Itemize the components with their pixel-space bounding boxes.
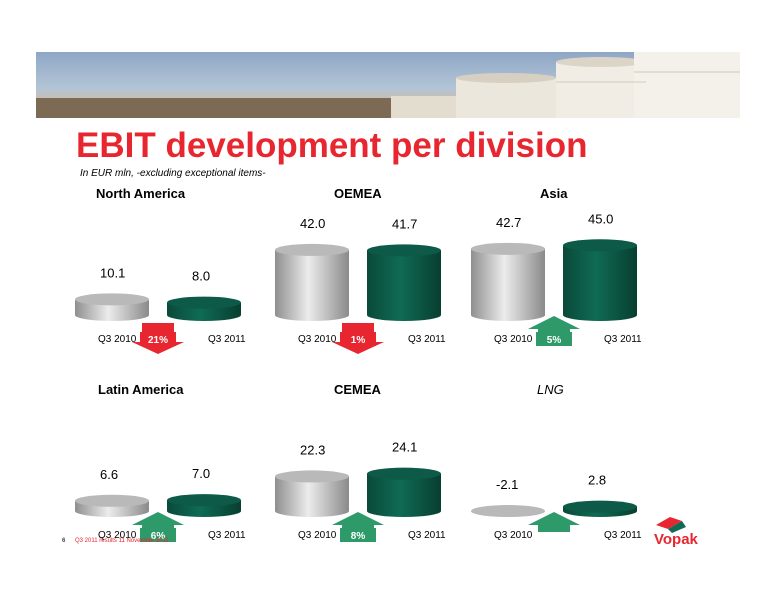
bar-q3-2010 [275, 470, 349, 517]
category-label: Q3 2011 [604, 530, 642, 541]
category-label: Q3 2011 [408, 530, 446, 541]
chart-title: North America [96, 186, 186, 201]
change-arrow-down: 21% [132, 323, 184, 354]
bar-q3-2011 [563, 500, 637, 517]
page-title: EBIT development per division [76, 126, 588, 165]
category-label: Q3 2010 [98, 530, 137, 541]
bar-q3-2010 [471, 505, 545, 517]
chart-title: CEMEA [334, 382, 381, 397]
change-label: 8% [351, 531, 366, 542]
bar-q3-2011 [367, 244, 441, 321]
value-label: 42.7 [496, 215, 521, 230]
bar-q3-2011 [167, 494, 241, 517]
change-arrow-down: 1% [332, 323, 384, 354]
vopak-logo-icon [656, 517, 686, 533]
chart-plot: 42.0 Q3 2010 41.7 Q3 2011 1% [275, 216, 446, 354]
chart-panel-north-america: North America 10.1 Q3 2010 8.0 Q3 2011 21% [64, 186, 304, 376]
bar-q3-2010 [75, 494, 149, 517]
chart-title: LNG [537, 382, 564, 397]
chart-plot: 22.3 Q3 2010 24.1 Q3 2011 8% [275, 440, 446, 542]
change-arrow-up [528, 512, 580, 532]
category-label: Q3 2011 [208, 334, 246, 345]
tank [556, 62, 646, 118]
category-label: Q3 2010 [298, 334, 337, 345]
page-number: 6 [62, 538, 66, 544]
category-label: Q3 2010 [494, 334, 533, 345]
change-label: 5% [547, 335, 562, 346]
change-label: 1% [351, 335, 366, 346]
bar-q3-2011 [563, 239, 637, 321]
chart-plot: -2.1 Q3 2010 2.8 Q3 2011 [471, 473, 642, 541]
category-label: Q3 2011 [408, 334, 446, 345]
tank [391, 96, 471, 118]
tank [634, 52, 740, 118]
value-label: 41.7 [392, 216, 417, 231]
bar-q3-2011 [367, 467, 441, 517]
chart-plot: 10.1 Q3 2010 8.0 Q3 2011 21% [75, 265, 246, 354]
chart-panel-cemea: CEMEA 22.3 Q3 2010 24.1 Q3 2011 8% [264, 382, 504, 572]
header-banner-image [36, 52, 740, 118]
value-label: 42.0 [300, 216, 325, 231]
bar-q3-2010 [471, 242, 545, 321]
change-arrow-up: 8% [332, 512, 384, 542]
change-label: 6% [151, 531, 166, 542]
change-arrow-up: 6% [132, 512, 184, 542]
category-label: Q3 2010 [494, 530, 533, 541]
value-label: 7.0 [192, 466, 210, 481]
value-label: 45.0 [588, 211, 613, 226]
value-label: 8.0 [192, 269, 210, 284]
bar-q3-2010 [75, 293, 149, 321]
category-label: Q3 2011 [604, 334, 642, 345]
tank [456, 78, 556, 118]
category-label: Q3 2010 [98, 334, 137, 345]
bar-q3-2010 [275, 243, 349, 321]
change-arrow-up: 5% [528, 316, 580, 346]
value-label: 24.1 [392, 440, 417, 455]
tank-top [456, 73, 556, 83]
category-label: Q3 2010 [298, 530, 337, 541]
chart-plot: 42.7 Q3 2010 45.0 Q3 2011 5% [471, 211, 642, 346]
page-subtitle: In EUR mln, -excluding exceptional items… [80, 168, 266, 179]
category-label: Q3 2011 [208, 530, 246, 541]
chart-panel-lng: LNG -2.1 Q3 2010 2.8 Q3 2011 [460, 382, 700, 572]
value-label: 2.8 [588, 473, 606, 488]
value-label: 22.3 [300, 442, 325, 457]
tank-top [556, 57, 646, 67]
bar-q3-2011 [167, 296, 241, 321]
chart-title: Asia [540, 186, 568, 201]
chart-panel-latin-america: Latin America 6.6 Q3 2010 7.0 Q3 2011 6% [64, 382, 304, 572]
logo-text: Vopak [654, 531, 698, 548]
chart-panel-oemea: OEMEA 42.0 Q3 2010 41.7 Q3 2011 1% [264, 186, 504, 376]
chart-title: Latin America [98, 382, 184, 397]
storage-tanks-image [36, 52, 740, 118]
value-label: -2.1 [496, 477, 518, 492]
change-label: 21% [148, 335, 168, 346]
value-label: 6.6 [100, 467, 118, 482]
chart-plot: 6.6 Q3 2010 7.0 Q3 2011 6% [75, 466, 246, 542]
chart-panel-asia: Asia 42.7 Q3 2010 45.0 Q3 2011 5% [460, 186, 700, 376]
chart-title: OEMEA [334, 186, 382, 201]
footer-text: Q3 2011 results 11 November 2011 [75, 538, 169, 544]
value-label: 10.1 [100, 265, 125, 280]
